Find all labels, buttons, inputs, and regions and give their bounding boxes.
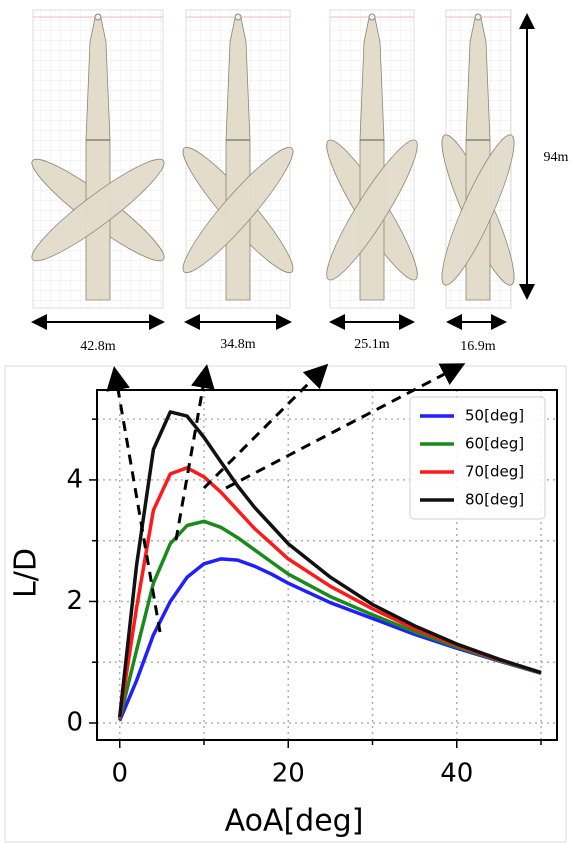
width-label: 16.9m [460, 339, 496, 354]
width-label: 34.8m [220, 337, 256, 352]
rocket-drawings [23, 10, 525, 308]
x-tick-label: 0 [111, 759, 128, 789]
nose [235, 14, 241, 20]
nose [369, 14, 375, 20]
legend-label: 80[deg] [465, 491, 524, 509]
y-tick-label: 0 [66, 707, 83, 737]
legend-label: 60[deg] [465, 435, 524, 453]
fuselage [360, 18, 384, 300]
fuselage [226, 18, 250, 300]
legend-label: 70[deg] [465, 463, 524, 481]
y-axis-label: L/D [9, 548, 44, 598]
page: 42.8m 34.8m 25.1m 16.9m 94m 0 20 40 0 2 4 AoA[… [0, 0, 571, 843]
fuselage [86, 18, 110, 300]
x-axis-label: AoA[deg] [225, 804, 364, 839]
x-tick-label: 20 [272, 759, 305, 789]
width-label: 42.8m [80, 339, 116, 354]
nose [95, 14, 101, 20]
figure: 42.8m 34.8m 25.1m 16.9m 94m 0 20 40 0 2 4 AoA[… [0, 0, 571, 843]
nose [475, 14, 481, 20]
height-label: 94m [544, 150, 569, 165]
legend-label: 50[deg] [465, 407, 524, 425]
y-tick-label: 2 [66, 586, 83, 616]
x-tick-label: 40 [440, 759, 473, 789]
width-label: 25.1m [354, 337, 390, 352]
y-tick-label: 4 [66, 464, 83, 494]
chart: 0 20 40 0 2 4 AoA[deg] L/D 50[deg] 60[deg] 70[deg]… [9, 390, 558, 839]
